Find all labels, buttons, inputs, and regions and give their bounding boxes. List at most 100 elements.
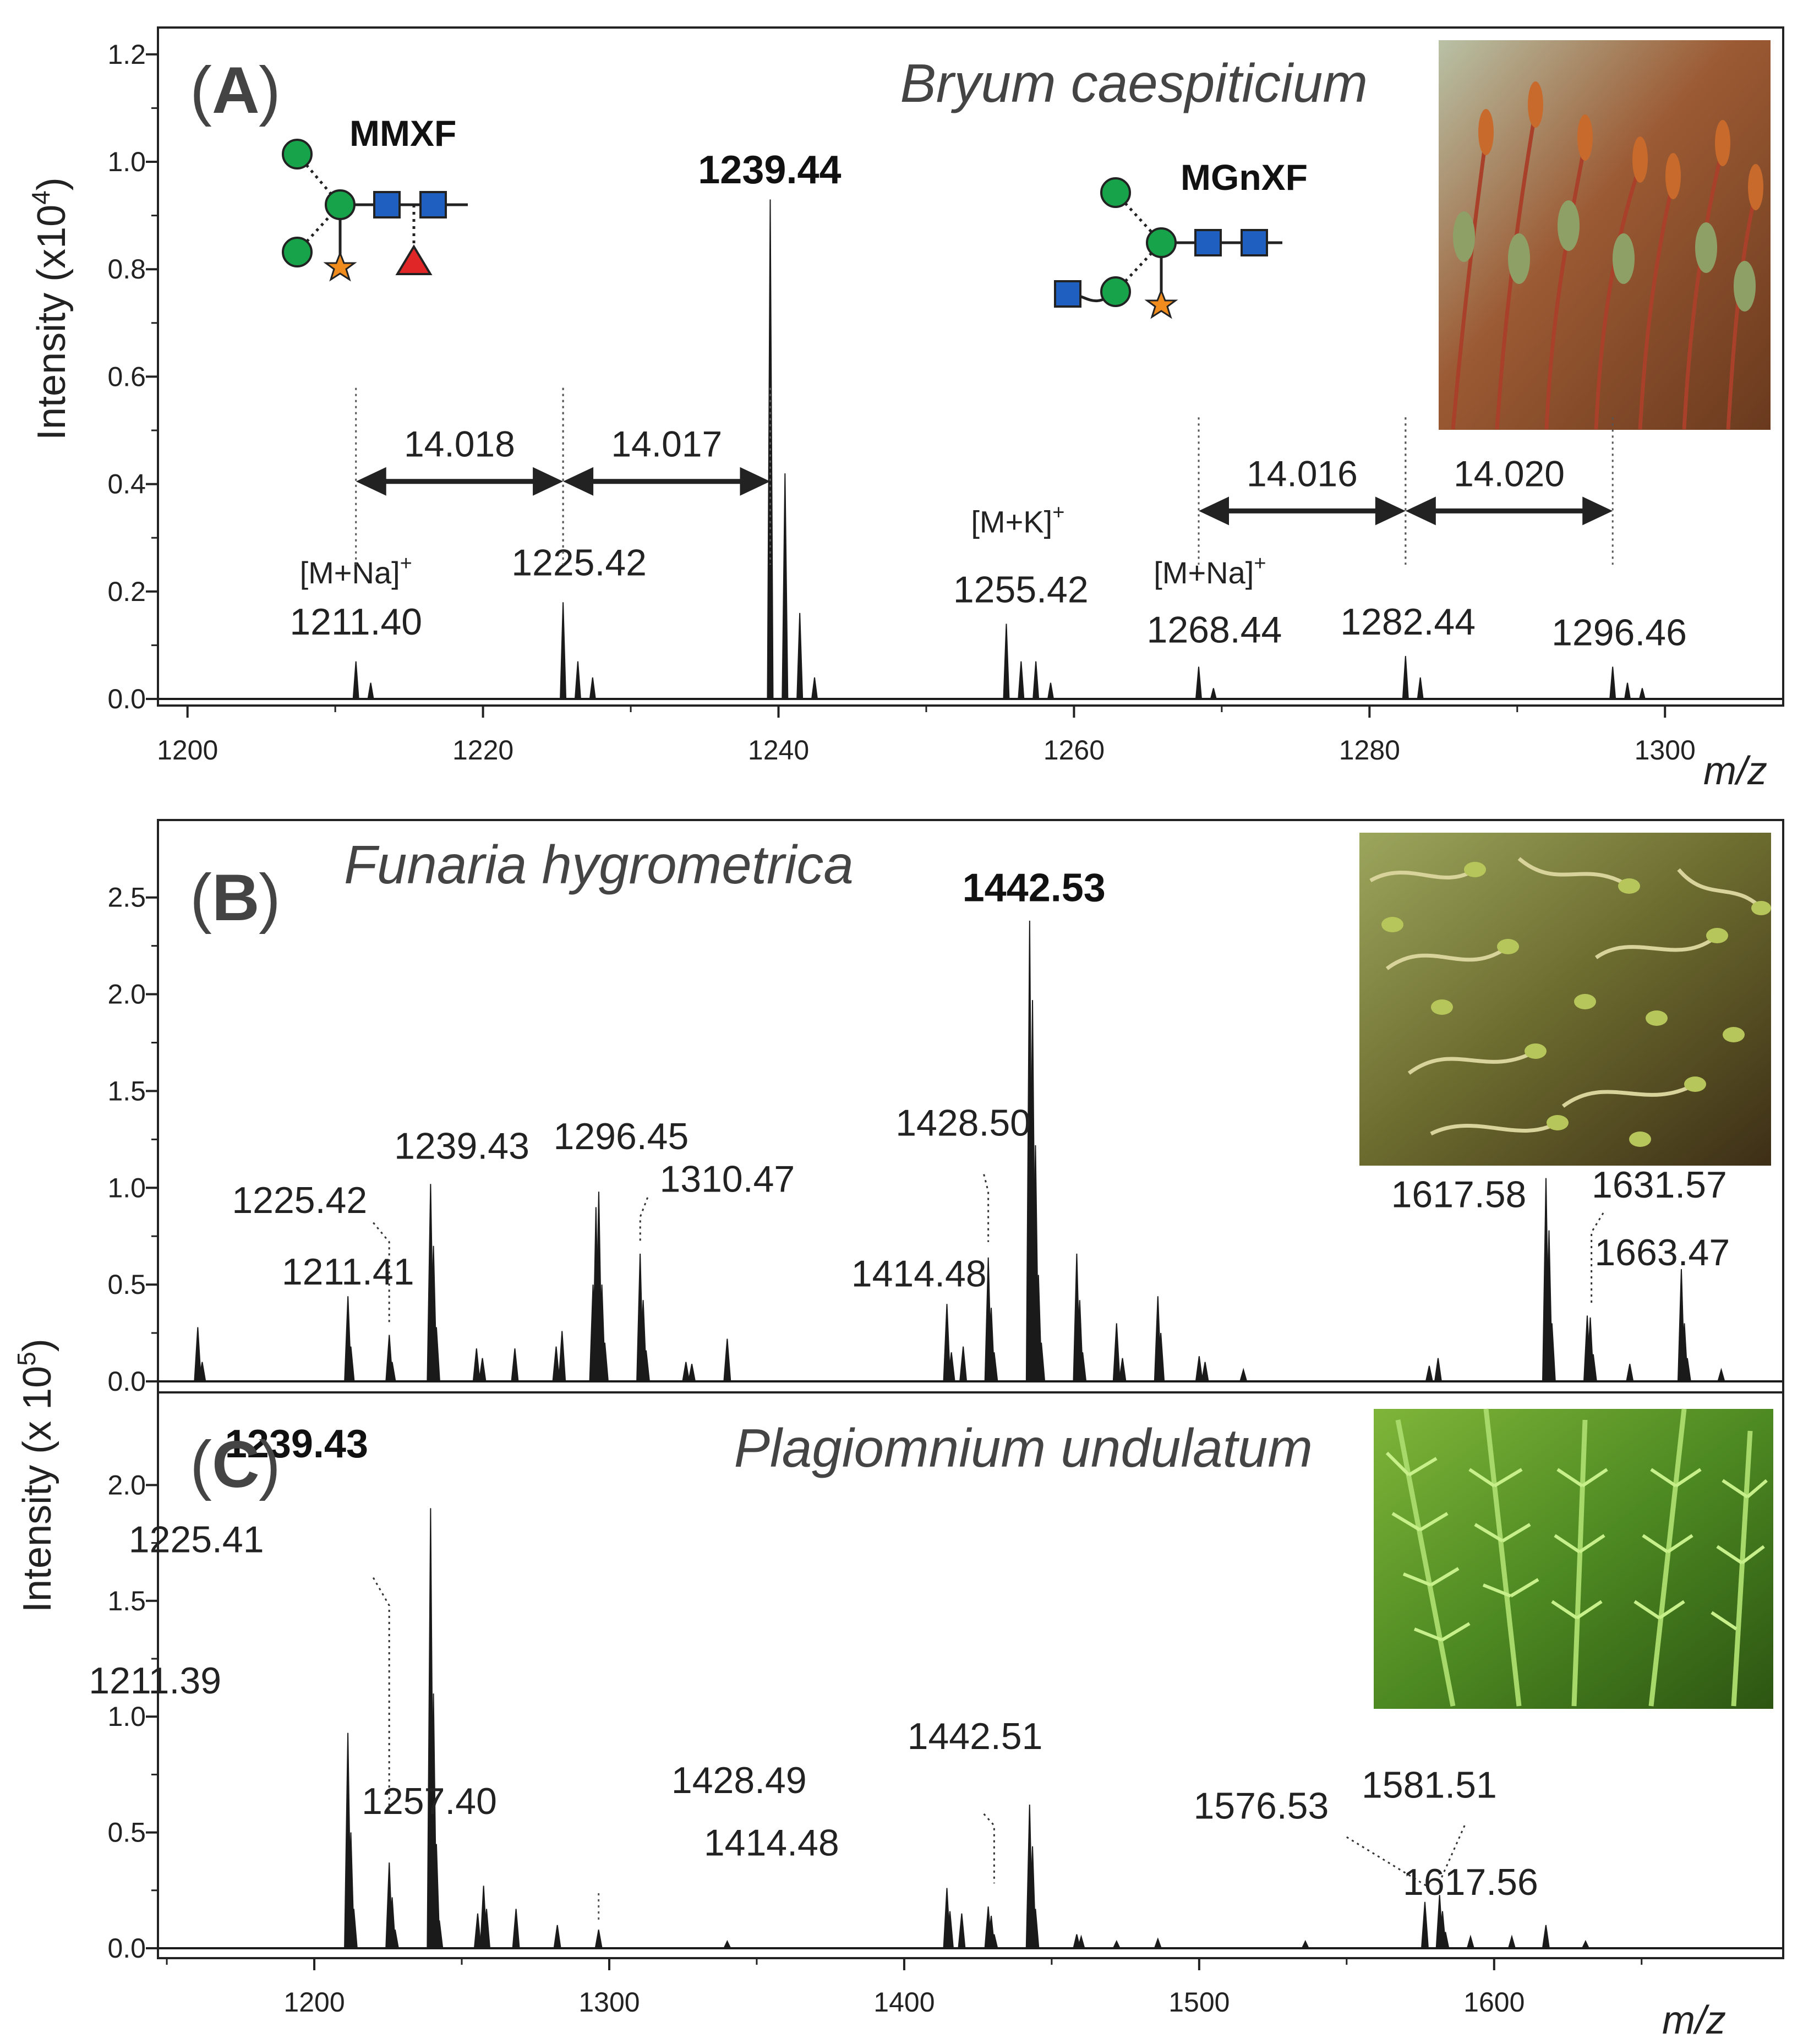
x-tick-label: 1500 <box>1168 1987 1230 2018</box>
panel-c-species-title: Plagiomnium undulatum <box>734 1418 1313 1478</box>
mass-difference-label: 14.017 <box>611 424 722 464</box>
spectrum-peak <box>723 1338 731 1382</box>
spectrum-peak <box>1417 677 1424 699</box>
spectrum-peak <box>1157 1333 1165 1382</box>
spectrum-peak <box>435 1920 444 1949</box>
panel-bc-y-axis-title: Intensity (x 105) <box>12 1338 59 1613</box>
spectrum-peak <box>1626 1364 1634 1382</box>
peak-label: 1257.40 <box>362 1780 497 1822</box>
panel-b-letter: B <box>212 861 260 934</box>
spectrum-peak <box>391 1930 400 1949</box>
spectrum-peak <box>1624 682 1631 699</box>
x-tick-label: 1220 <box>452 735 513 766</box>
spectrum-peak <box>388 1362 396 1382</box>
label-leader-line <box>639 1197 649 1242</box>
arrowhead-right-icon <box>533 467 564 496</box>
spectrum-peak <box>552 1346 560 1382</box>
mass-difference-label: 14.020 <box>1454 453 1565 494</box>
spectrum-peak <box>1402 655 1409 699</box>
panel-c-x-axis: 1200 1300 1400 1500 1600 <box>166 1958 1643 2018</box>
panel-a-frame <box>157 26 1784 707</box>
peak-label: 1428.49 <box>671 1759 807 1801</box>
spectrum-peak <box>682 1362 690 1382</box>
peak-label: 1581.51 <box>1362 1764 1497 1806</box>
x-tick-label: 1300 <box>578 1987 640 2018</box>
panel-a-y-axis-title-text: Intensity (x10 <box>30 205 74 440</box>
spectrum-peak <box>1420 1901 1429 1949</box>
spectrum-peak <box>1581 1940 1590 1949</box>
spectrum-peak <box>511 1348 519 1382</box>
spectrum-peak <box>574 661 582 699</box>
peak-label: 1296.46 <box>1551 611 1687 653</box>
label-leader-line <box>1591 1212 1604 1304</box>
peak-label: 1617.58 <box>1391 1173 1527 1215</box>
spectrum-peak <box>811 677 818 699</box>
peak-label: 1414.48 <box>704 1822 839 1864</box>
spectrum-peak <box>959 1346 968 1382</box>
panel-c: 0.0 0.5 1.0 1.5 2.0 1200 1300 1400 1500 1600 123… <box>89 1391 1784 2018</box>
peak-label: 1282.44 <box>1340 601 1476 643</box>
x-tick-label: 1400 <box>873 1987 935 2018</box>
spectrum-peak <box>349 1909 358 1949</box>
y-tick-label: 1.5 <box>107 1075 146 1106</box>
mass-difference-label: 14.016 <box>1247 453 1358 494</box>
y-tick-label: 2.5 <box>107 882 146 913</box>
peak-label: 1225.42 <box>511 542 647 584</box>
panel-a: 0.00.20.40.60.81.01.2 1200 1220 1240 1260 12… <box>107 26 1784 766</box>
spectrum-peak <box>589 677 596 699</box>
peak-label: 1442.51 <box>908 1715 1043 1757</box>
spectrum-peak <box>723 1940 731 1949</box>
mannose-icon <box>282 139 313 170</box>
x-tick-label: 1240 <box>748 735 809 766</box>
peak-label: 1617.56 <box>1403 1861 1538 1903</box>
spectrum-peak <box>560 602 567 699</box>
peak-label: 1631.57 <box>1592 1164 1727 1206</box>
spectrum-peak <box>1239 1368 1248 1382</box>
y-tick-label: 0.2 <box>107 576 146 607</box>
y-tick-label: 1.2 <box>107 39 146 70</box>
panel-c-frame <box>157 1391 1784 1959</box>
y-tick-label: 0.8 <box>107 254 146 285</box>
spectrum-peak <box>1032 661 1040 699</box>
spectrum-peak <box>1077 1934 1085 1949</box>
spectrum-peak <box>1548 1323 1556 1382</box>
spectrum-peak <box>947 1352 955 1382</box>
spectrum-peak <box>478 1358 487 1382</box>
arrowhead-right-icon <box>1582 496 1613 526</box>
panel-a-y-axis-title-close: ) <box>30 177 74 190</box>
glcnac-icon <box>419 191 447 218</box>
mannose-icon <box>282 237 313 267</box>
y-tick-label: 1.5 <box>107 1586 146 1616</box>
glcnac-icon <box>373 191 401 218</box>
panel-a-photo <box>1439 40 1771 430</box>
spectrum-peak <box>558 1331 566 1382</box>
spectrum-peak <box>432 1327 440 1382</box>
spectrum-peak <box>946 1911 954 1949</box>
spectrum-peak <box>1441 1932 1450 1949</box>
peak-label: 1239.44 <box>698 148 841 192</box>
label-leader-line <box>373 1222 390 1324</box>
panel-b-species-title: Funaria hygrometrica <box>344 834 854 895</box>
xylose-icon <box>323 250 357 282</box>
x-tick-label: 1600 <box>1463 1987 1525 2018</box>
panel-c-paren-open: ( <box>190 1428 212 1501</box>
panel-c-letter: C <box>212 1428 260 1501</box>
mannose-icon <box>1100 177 1131 208</box>
panel-a-plot-area: 1211.40 1225.42 1239.44 1255.42 1268.44 1282.… <box>159 148 1782 700</box>
peak-label: 1663.47 <box>1594 1232 1730 1274</box>
spectrum-peak <box>347 1346 355 1382</box>
arrowhead-left-icon <box>356 467 386 496</box>
ion-label: [M+Na]+ <box>1154 552 1266 590</box>
peak-label: 1239.43 <box>394 1125 529 1167</box>
spectrum-peak <box>642 1350 651 1382</box>
panel-c-x-axis-title: m/z <box>1662 1998 1726 2042</box>
spectrum-peak <box>198 1362 206 1382</box>
spectrum-peak <box>1112 1323 1121 1382</box>
arrowhead-left-icon <box>563 467 594 496</box>
peak-label: 1268.44 <box>1147 609 1282 651</box>
arrowhead-left-icon <box>1405 496 1436 526</box>
spectrum-peak <box>1003 624 1010 699</box>
panel-a-y-axis-title-exponent: 4 <box>26 190 55 205</box>
fucose-icon <box>395 244 433 275</box>
